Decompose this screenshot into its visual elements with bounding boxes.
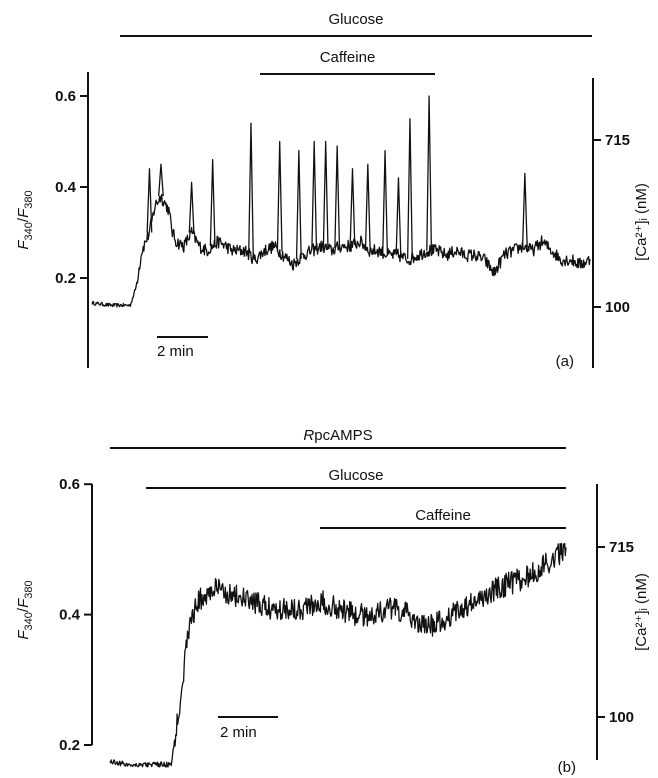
spike <box>209 159 216 247</box>
spikes-a <box>146 95 528 259</box>
spike <box>382 149 389 254</box>
left-axis-label-b: F340/F380 <box>15 580 35 639</box>
right-tick-label-a: 100 <box>605 299 630 316</box>
spike <box>334 145 341 248</box>
right-tick-label-a: 715 <box>605 132 630 149</box>
panel-label-a: (a) <box>556 353 574 370</box>
right-ticks-b: 100 715 <box>597 539 634 726</box>
scale-bar-label-a: 2 min <box>157 343 194 360</box>
spike <box>521 172 528 248</box>
left-tick-label-a: 0.2 <box>55 270 76 287</box>
spike <box>349 168 356 246</box>
left-ticks-a: 0.2 0.4 0.6 <box>55 88 88 287</box>
left-tick-label-b: 0.2 <box>59 737 80 754</box>
right-tick-label-b: 715 <box>609 539 634 556</box>
right-tick-label-b: 100 <box>609 709 634 726</box>
spike <box>248 122 254 257</box>
spike <box>395 177 402 256</box>
spike <box>188 181 195 233</box>
left-ticks-b: 0.2 0.4 0.6 <box>59 476 92 754</box>
treatment-label-a: Caffeine <box>320 49 376 66</box>
spike <box>158 163 164 197</box>
spike <box>311 140 318 250</box>
spike <box>322 140 329 248</box>
treatment-bars-b: RpcAMPS Glucose Caffeine <box>110 427 566 529</box>
left-tick-label-a: 0.4 <box>55 179 77 196</box>
panel-label-b: (b) <box>558 759 576 776</box>
series-trace-a <box>91 193 591 308</box>
scale-bar-label-b: 2 min <box>220 724 257 741</box>
right-ticks-a: 100 715 <box>593 132 630 316</box>
left-tick-label-b: 0.4 <box>59 607 81 624</box>
spike <box>426 95 433 251</box>
treatment-label-b: Caffeine <box>415 507 471 524</box>
series-trace-b <box>109 542 567 768</box>
treatment-label-b: RpcAMPS <box>303 427 372 444</box>
spike <box>295 149 302 259</box>
spike <box>407 118 413 259</box>
left-axis-label-a: F340/F380 <box>15 190 35 249</box>
spike <box>276 140 283 252</box>
left-tick-label-b: 0.6 <box>59 476 80 493</box>
treatment-label-b: Glucose <box>328 467 383 484</box>
right-axis-label-a: [Ca²⁺]ᵢ (nM) <box>633 183 650 261</box>
treatment-label-a: Glucose <box>328 11 383 28</box>
spike <box>364 163 371 249</box>
left-tick-label-a: 0.6 <box>55 88 76 105</box>
treatment-bars-a: Glucose Caffeine <box>120 11 592 75</box>
right-axis-label-b: [Ca²⁺]ᵢ (nM) <box>633 573 650 651</box>
spike <box>146 168 153 233</box>
